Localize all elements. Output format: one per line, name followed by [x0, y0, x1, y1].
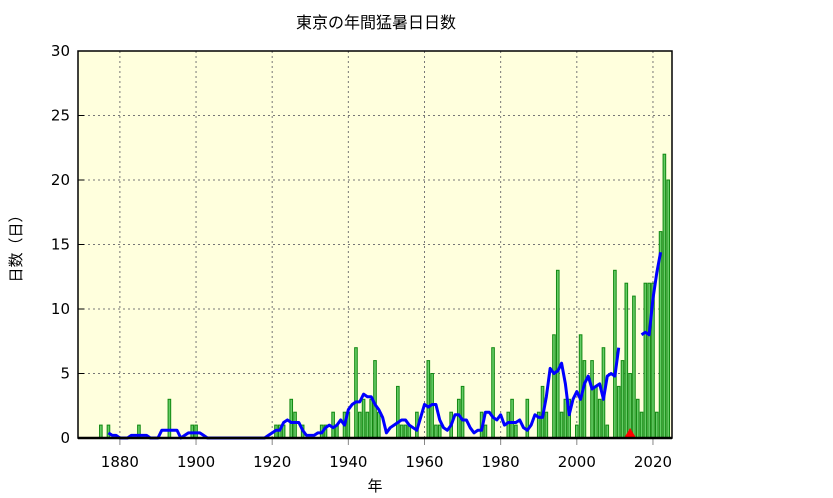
bar-1944 — [361, 398, 366, 439]
bar-2015 — [632, 295, 636, 439]
bar-1925 — [289, 398, 294, 439]
bar-1875 — [99, 424, 103, 439]
bar-1936 — [331, 411, 335, 439]
tick-labels: 0 5 10 15 20 25 30 1880 1900 1920 1940 1960 1980 2000… — [51, 42, 672, 471]
moving-average-segment-2 — [640, 251, 663, 337]
bar-1948 — [377, 411, 381, 439]
bar-1976 — [483, 424, 488, 439]
bar-2006 — [597, 398, 602, 439]
bar-2010 — [613, 269, 617, 439]
bar-1970 — [460, 385, 465, 439]
bar-1992 — [544, 411, 549, 439]
bar-1877 — [106, 424, 111, 439]
x-tick-label: 1900 — [177, 453, 215, 471]
bar-2018 — [643, 282, 648, 439]
bar-2000 — [575, 424, 579, 439]
bar-1978 — [491, 347, 495, 439]
bar-2024 — [666, 179, 670, 439]
bar-1964 — [437, 424, 442, 439]
bar-2002 — [582, 360, 587, 439]
relocation-marker-triangle — [624, 428, 637, 438]
bar-2023 — [662, 153, 667, 439]
bar-2008 — [605, 424, 610, 439]
y-tick-label: 30 — [51, 42, 70, 60]
chart-title: 東京の年間猛暑日日数 — [296, 13, 456, 32]
bar-1955 — [403, 424, 408, 439]
bar-1926 — [293, 411, 297, 439]
bar-1997 — [563, 398, 568, 439]
bar-1953 — [396, 385, 400, 439]
x-tick-label: 1880 — [101, 453, 139, 471]
x-tick-label: 1940 — [329, 453, 367, 471]
bar-1893 — [167, 398, 172, 439]
x-tick-label: 2000 — [558, 453, 596, 471]
y-tick-label: 25 — [51, 107, 70, 125]
bar-2001 — [578, 334, 583, 439]
bar-2021 — [654, 411, 659, 439]
x-tick-label: 1920 — [253, 453, 291, 471]
bar-1954 — [399, 424, 404, 439]
bar-2012 — [620, 360, 625, 439]
bar-1984 — [514, 424, 518, 439]
x-tick-label: 1960 — [405, 453, 443, 471]
bar-1963 — [434, 424, 438, 439]
y-axis-label: 日数（日） — [7, 207, 25, 282]
bar-1983 — [510, 398, 514, 439]
bar-1996 — [559, 411, 564, 439]
y-tick-label: 20 — [51, 171, 70, 189]
y-tick-label: 5 — [60, 365, 70, 383]
bar-1946 — [369, 398, 373, 439]
bar-1987 — [525, 398, 530, 439]
bar-1995 — [555, 269, 560, 439]
y-tick-label: 0 — [60, 429, 70, 447]
x-tick-label: 1980 — [482, 453, 520, 471]
bar-1969 — [456, 398, 461, 439]
x-axis-label: 年 — [367, 477, 382, 495]
bar-1942 — [354, 347, 358, 439]
y-tick-label: 15 — [51, 236, 70, 254]
bar-2011 — [616, 385, 621, 439]
bar-2017 — [639, 411, 644, 439]
bar-1994 — [552, 334, 556, 439]
moving-average-line — [107, 251, 663, 440]
bar-1982 — [506, 411, 511, 439]
bar-2004 — [590, 360, 594, 439]
moving-average-segment-1 — [107, 347, 621, 440]
bar-1945 — [365, 411, 370, 439]
bar-2019 — [647, 282, 651, 439]
bar-1943 — [357, 411, 362, 439]
y-tick-label: 10 — [51, 300, 70, 318]
bar-2013 — [624, 282, 629, 439]
axes — [77, 50, 673, 445]
bar-1961 — [426, 360, 431, 439]
bar-2005 — [594, 385, 598, 439]
bar-2016 — [635, 398, 640, 439]
x-tick-label: 2020 — [634, 453, 672, 471]
